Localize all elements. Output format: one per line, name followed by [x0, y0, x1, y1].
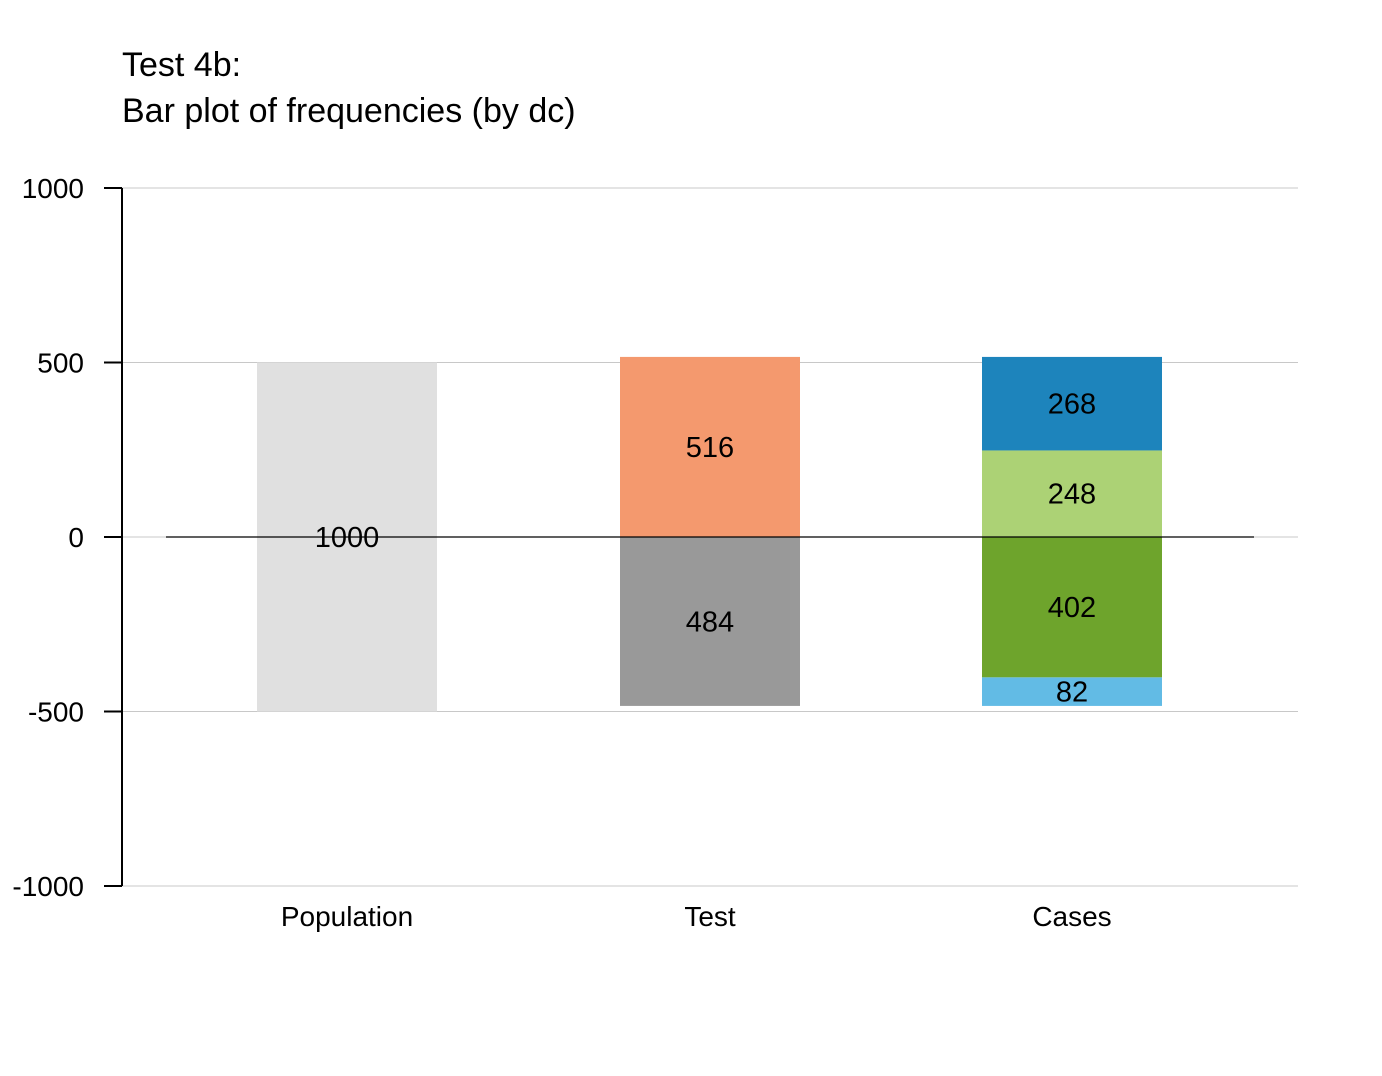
- chart-title: Test 4b: Bar plot of frequencies (by dc): [122, 46, 576, 130]
- x-category-label: Population: [281, 901, 413, 932]
- bar-value-label: 82: [1056, 677, 1088, 709]
- bars: [257, 356, 1162, 712]
- y-tick-label: 1000: [22, 173, 84, 204]
- x-category-label: Test: [684, 901, 736, 932]
- data-labels: 1000 484 516 82 402 248 268: [315, 389, 1096, 709]
- bar-value-label: 402: [1048, 592, 1096, 624]
- y-tick-label: 0: [68, 522, 84, 553]
- y-tick-label: -1000: [12, 871, 84, 902]
- y-tick-label: 500: [37, 348, 84, 379]
- bar-value-label: 1000: [315, 522, 380, 554]
- chart-title-line-2: Bar plot of frequencies (by dc): [122, 92, 576, 130]
- bar-value-label: 248: [1048, 479, 1096, 511]
- bar-segment: [620, 537, 800, 706]
- bar-value-label: 484: [686, 606, 734, 638]
- bar-value-label: 516: [686, 432, 734, 464]
- bar-segment: [982, 356, 1162, 451]
- x-axis-labels: Population Test Cases: [281, 901, 1112, 932]
- chart-title-line-1: Test 4b:: [122, 46, 241, 84]
- y-tick-label: -500: [28, 697, 84, 728]
- bar-segment: [982, 537, 1162, 678]
- bar-segment: [620, 356, 800, 537]
- x-category-label: Cases: [1032, 901, 1111, 932]
- bar-segment: [982, 450, 1162, 537]
- bar-value-label: 268: [1048, 389, 1096, 421]
- y-axis: 1000 500 0 -500 -1000: [12, 173, 123, 902]
- bar-segment: [982, 677, 1162, 706]
